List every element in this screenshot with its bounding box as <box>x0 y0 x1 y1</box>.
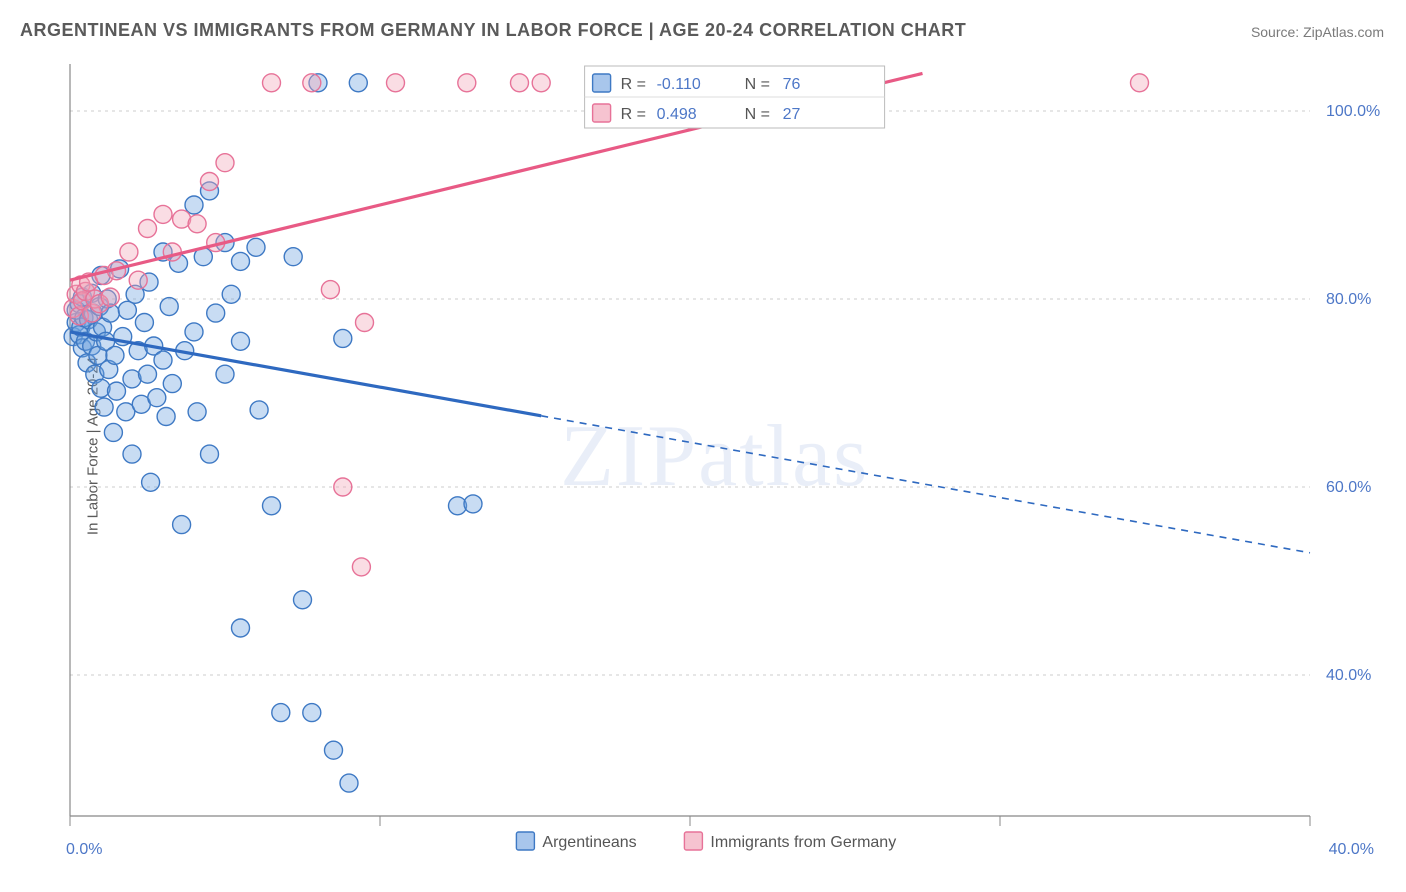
data-point <box>1131 74 1149 92</box>
data-point <box>263 497 281 515</box>
data-point <box>458 74 476 92</box>
data-point <box>232 332 250 350</box>
scatter-chart-svg: 40.0% 60.0% 80.0% 100.0% 0.0% 40.0% ZIPatlas R … <box>50 50 1390 870</box>
stats-legend-r-value: -0.110 <box>657 76 701 93</box>
stats-legend-n-value: 27 <box>783 106 801 123</box>
y-tick-label: 60.0% <box>1326 479 1371 496</box>
data-point <box>352 558 370 576</box>
data-point <box>185 196 203 214</box>
y-tick-label: 40.0% <box>1326 667 1371 684</box>
data-point <box>232 252 250 270</box>
data-point <box>349 74 367 92</box>
data-point <box>188 403 206 421</box>
bottom-legend-swatch <box>684 832 702 850</box>
data-point <box>303 704 321 722</box>
data-point <box>325 741 343 759</box>
data-point <box>157 408 175 426</box>
data-point <box>222 285 240 303</box>
data-point <box>154 351 172 369</box>
data-point <box>216 154 234 172</box>
data-point <box>108 382 126 400</box>
source-label: Source: <box>1251 24 1303 40</box>
data-point <box>207 304 225 322</box>
data-point <box>173 516 191 534</box>
stats-legend-swatch <box>593 74 611 92</box>
data-point <box>511 74 529 92</box>
data-point <box>464 495 482 513</box>
stats-legend-n-label: N = <box>745 76 770 93</box>
bottom-legend-label: Argentineans <box>542 834 636 851</box>
data-point <box>321 281 339 299</box>
data-point <box>247 238 265 256</box>
data-point <box>139 220 157 238</box>
data-point <box>148 389 166 407</box>
data-point <box>135 314 153 332</box>
data-point <box>294 591 312 609</box>
source-site: ZipAtlas.com <box>1303 24 1384 40</box>
data-point <box>185 323 203 341</box>
data-point <box>123 445 141 463</box>
stats-legend-r-value: 0.498 <box>657 106 697 123</box>
stats-legend-n-label: N = <box>745 106 770 123</box>
data-point <box>118 301 136 319</box>
data-point <box>356 314 374 332</box>
data-point <box>232 619 250 637</box>
data-point <box>101 288 119 306</box>
bottom-legend-swatch <box>516 832 534 850</box>
data-point <box>532 74 550 92</box>
chart-area: 40.0% 60.0% 80.0% 100.0% 0.0% 40.0% ZIPatlas R … <box>50 50 1390 870</box>
data-point <box>284 248 302 266</box>
source-credit: Source: ZipAtlas.com <box>1251 24 1384 40</box>
data-point <box>139 365 157 383</box>
data-point <box>303 74 321 92</box>
data-point <box>201 445 219 463</box>
data-point <box>334 329 352 347</box>
data-point <box>154 205 172 223</box>
data-point <box>188 215 206 233</box>
stats-legend-r-label: R = <box>621 76 646 93</box>
watermark: ZIPatlas <box>560 408 869 505</box>
stats-legend-swatch <box>593 104 611 122</box>
data-point <box>272 704 290 722</box>
x-tick-label: 40.0% <box>1329 841 1374 858</box>
data-point <box>120 243 138 261</box>
stats-legend-n-value: 76 <box>783 76 801 93</box>
data-point <box>142 473 160 491</box>
chart-title: ARGENTINEAN VS IMMIGRANTS FROM GERMANY I… <box>20 20 966 41</box>
stats-legend-r-label: R = <box>621 106 646 123</box>
x-tick-label: 0.0% <box>66 841 102 858</box>
data-point <box>387 74 405 92</box>
data-point <box>216 365 234 383</box>
y-tick-label: 100.0% <box>1326 103 1380 120</box>
data-point <box>250 401 268 419</box>
bottom-legend-label: Immigrants from Germany <box>710 834 896 851</box>
data-point <box>160 298 178 316</box>
data-point <box>340 774 358 792</box>
data-point <box>201 173 219 191</box>
y-tick-label: 80.0% <box>1326 291 1371 308</box>
data-point <box>129 271 147 289</box>
data-point <box>106 346 124 364</box>
data-point <box>104 423 122 441</box>
data-point <box>95 398 113 416</box>
data-point <box>334 478 352 496</box>
data-point <box>263 74 281 92</box>
data-point <box>163 375 181 393</box>
